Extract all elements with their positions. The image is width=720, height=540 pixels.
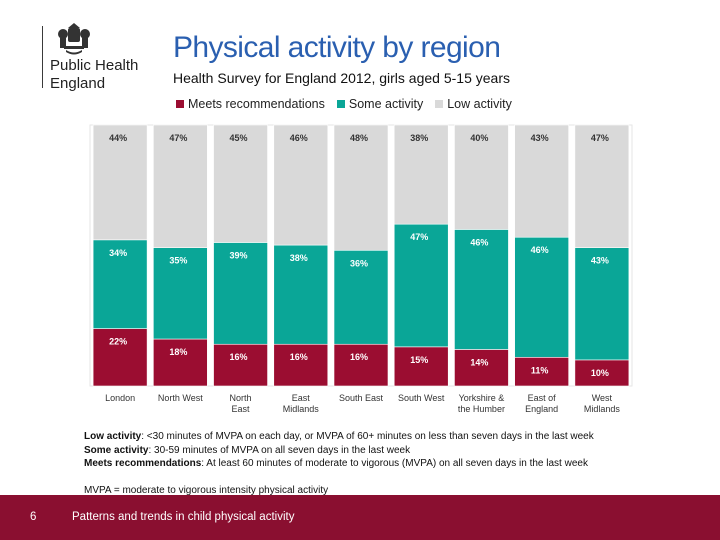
note-low-text: : <30 minutes of MVPA on each day, or MV… xyxy=(141,431,594,442)
data-label: 43% xyxy=(531,133,549,143)
bar-segment xyxy=(273,124,329,246)
x-tick-label: North West xyxy=(158,393,203,403)
x-tick-label: Yorkshire & the Humber xyxy=(458,393,505,414)
data-label: 46% xyxy=(470,237,488,247)
note-meets-text: : At least 60 minutes of moderate to vig… xyxy=(201,458,588,469)
bar-segment xyxy=(333,343,389,387)
bar-segment xyxy=(273,343,329,387)
bar-segment xyxy=(92,124,148,241)
bar-segment xyxy=(333,249,389,345)
note-low-activity: Low activity: <30 minutes of MVPA on eac… xyxy=(84,430,594,444)
data-label: 18% xyxy=(169,347,187,357)
note-some-text: : 30-59 minutes of MVPA on all seven day… xyxy=(148,444,411,456)
x-tick-label: South East xyxy=(339,393,384,403)
definitions-notes: Low activity: <30 minutes of MVPA on eac… xyxy=(84,430,594,497)
x-tick-label: South West xyxy=(398,393,445,403)
data-label: 46% xyxy=(531,245,549,255)
data-label: 44% xyxy=(109,133,127,143)
x-tick-label: London xyxy=(105,393,135,403)
legend-label: Some activity xyxy=(348,97,424,111)
bar-segment xyxy=(514,356,569,387)
bar-segment xyxy=(393,223,449,348)
data-label: 38% xyxy=(290,253,308,263)
bar-segment xyxy=(92,239,148,329)
legend-label: Meets recommendations xyxy=(188,97,325,111)
bar-segment xyxy=(393,346,449,387)
bar-segment xyxy=(213,242,268,345)
data-label: 47% xyxy=(410,232,428,242)
data-label: 34% xyxy=(109,248,127,258)
note-low-label: Low activity xyxy=(84,431,142,442)
legend-item: Low activity xyxy=(435,97,512,111)
bar-segment xyxy=(574,247,630,361)
page-title: Physical activity by region xyxy=(173,31,501,64)
bar-segment xyxy=(514,124,569,238)
bar-segment xyxy=(454,229,509,350)
bar-segment xyxy=(153,247,208,340)
note-meets-label: Meets recommendations xyxy=(84,458,202,469)
legend-swatch xyxy=(336,100,345,108)
bar-segment xyxy=(153,124,208,248)
data-label: 16% xyxy=(230,352,248,362)
data-label: 35% xyxy=(169,256,187,266)
bar-segment xyxy=(333,124,389,251)
logo-line-1: Public Health xyxy=(50,57,139,74)
chart-legend: Meets recommendations Some activity Low ac… xyxy=(176,97,518,111)
data-label: 16% xyxy=(290,352,308,362)
footer-text: Patterns and trends in child physical ac… xyxy=(72,511,295,523)
bar-segment xyxy=(153,338,208,387)
legend-item: Meets recommendations xyxy=(176,97,325,111)
bar-segment xyxy=(574,124,630,248)
note-mvpa: MVPA = moderate to vigorous intensity ph… xyxy=(84,484,329,496)
data-label: 39% xyxy=(230,250,248,260)
data-label: 43% xyxy=(591,256,609,266)
data-label: 36% xyxy=(350,258,368,268)
data-label: 40% xyxy=(470,133,488,143)
note-some-activity: Some activity: 30-59 minutes of MVPA on … xyxy=(84,444,594,458)
x-tick-label: East of England xyxy=(525,393,558,414)
data-label: 38% xyxy=(410,133,428,143)
logo-divider xyxy=(42,26,43,88)
data-label: 15% xyxy=(410,355,428,365)
data-label: 11% xyxy=(531,365,549,375)
bar-segment xyxy=(454,124,509,230)
bar-segment xyxy=(393,124,449,225)
data-label: 47% xyxy=(591,133,609,143)
bar-segment xyxy=(454,349,509,387)
bar-segment xyxy=(92,328,148,387)
stacked-bar-chart: 22% 34% 44% London 18% 35% 47% North West 16% 39%… xyxy=(89,124,633,414)
bar-segment xyxy=(574,359,630,387)
legend-item: Some activity xyxy=(336,97,424,111)
data-label: 47% xyxy=(169,133,187,143)
royal-crest-icon xyxy=(58,23,90,55)
bar-segment xyxy=(213,124,268,243)
data-label: 14% xyxy=(470,357,488,367)
footer-bar: 6 Patterns and trends in child physical … xyxy=(0,495,720,540)
data-label: 10% xyxy=(591,368,609,378)
data-label: 16% xyxy=(350,352,368,362)
bar-segment xyxy=(213,343,268,387)
logo-text: Public Health England xyxy=(50,57,138,93)
x-tick-label: West Midlands xyxy=(584,393,621,414)
x-tick-label: North East xyxy=(230,393,252,414)
data-label: 46% xyxy=(290,133,308,143)
note-meets: Meets recommendations: At least 60 minut… xyxy=(84,457,594,471)
bar-segment xyxy=(273,244,329,345)
page-number: 6 xyxy=(30,511,37,523)
legend-swatch xyxy=(176,100,184,108)
page-subtitle: Health Survey for England 2012, girls ag… xyxy=(173,70,510,86)
x-tick-label: East Midlands xyxy=(283,393,320,414)
data-label: 48% xyxy=(350,133,368,143)
data-label: 22% xyxy=(109,337,127,347)
legend-swatch xyxy=(435,100,444,108)
legend-label: Low activity xyxy=(447,97,512,111)
bar-segment xyxy=(514,236,569,358)
data-label: 45% xyxy=(230,133,248,143)
logo-line-2: England xyxy=(50,75,106,92)
note-some-label: Some activity xyxy=(84,444,149,456)
phe-logo: Public Health England xyxy=(38,20,173,95)
